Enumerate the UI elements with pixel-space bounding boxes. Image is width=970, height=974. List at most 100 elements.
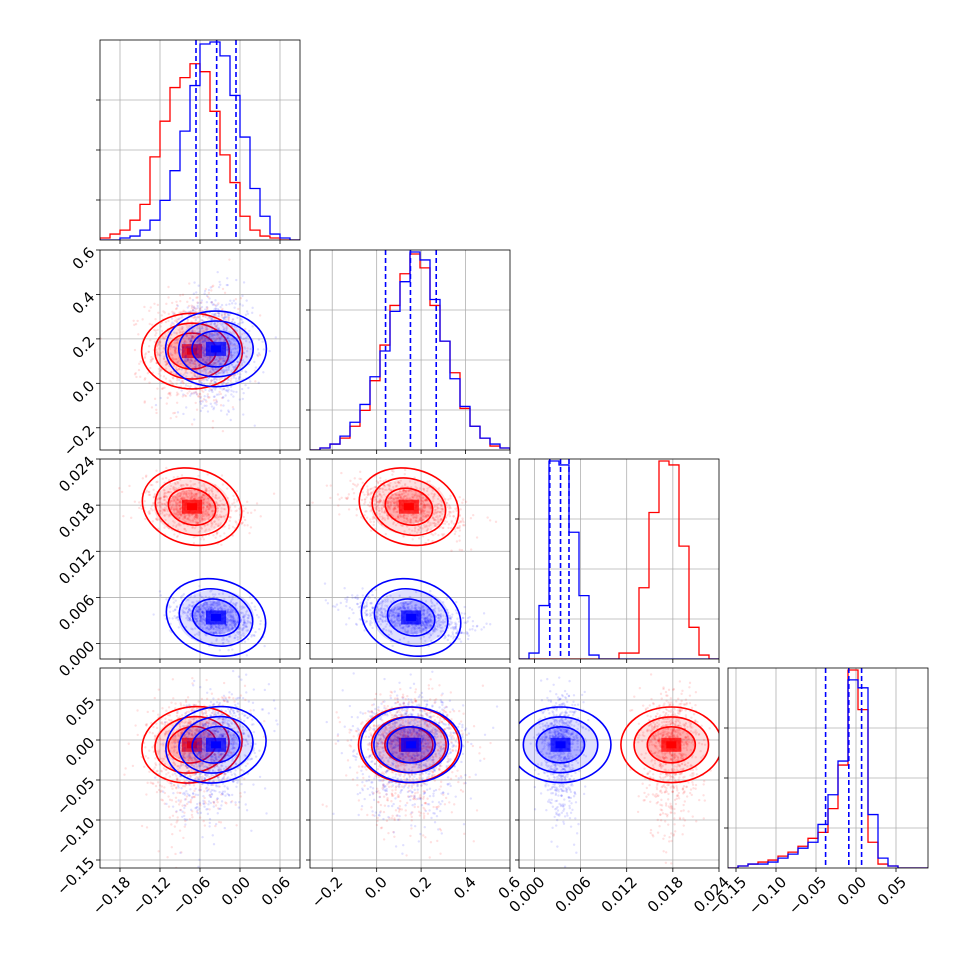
scatter-point	[254, 380, 256, 382]
scatter-point	[191, 305, 193, 307]
scatter-point	[219, 284, 221, 286]
scatter-point	[360, 516, 362, 518]
scatter-point	[365, 510, 367, 512]
scatter-point	[470, 517, 472, 519]
scatter-point	[195, 291, 197, 293]
scatter-panel-1-0	[99, 258, 277, 464]
scatter-point	[147, 372, 149, 374]
scatter-point	[223, 532, 225, 534]
scatter-point	[130, 517, 132, 519]
scatter-point	[245, 314, 247, 316]
scatter-point	[158, 373, 160, 375]
scatter-point	[193, 536, 195, 538]
scatter-point	[175, 308, 177, 310]
scatter-point	[432, 534, 434, 536]
scatter-point	[191, 376, 193, 378]
scatter-point	[235, 380, 237, 382]
scatter-point	[163, 614, 165, 616]
scatter-point	[201, 407, 203, 409]
scatter-point	[201, 376, 203, 378]
scatter-point	[456, 612, 458, 614]
scatter-point	[236, 490, 238, 492]
scatter-point	[156, 329, 158, 331]
scatter-point	[132, 320, 134, 322]
scatter-point	[157, 304, 159, 306]
scatter-point	[166, 402, 168, 404]
scatter-point	[137, 333, 139, 335]
scatter-point	[204, 316, 206, 318]
scatter-point	[456, 540, 458, 542]
scatter-point	[197, 302, 199, 304]
scatter-point	[466, 631, 468, 633]
scatter-point	[452, 510, 454, 512]
scatter-point	[152, 489, 154, 491]
scatter-point	[372, 524, 374, 526]
scatter-point	[459, 529, 461, 531]
scatter-point	[162, 387, 164, 389]
scatter-point	[254, 631, 256, 633]
scatter-point	[362, 482, 364, 484]
scatter-point	[153, 496, 155, 498]
scatter-point	[220, 410, 222, 412]
scatter-point	[210, 286, 212, 288]
scatter-point	[428, 480, 430, 482]
scatter-point	[239, 303, 241, 305]
scatter-point	[185, 375, 187, 377]
scatter-point	[189, 387, 191, 389]
scatter-point	[411, 538, 413, 540]
scatter-point	[206, 473, 208, 475]
scatter-point	[200, 302, 202, 304]
scatter-point	[221, 304, 223, 306]
scatter-point	[340, 472, 342, 474]
scatter-point	[143, 401, 145, 403]
scatter-point	[326, 484, 328, 486]
scatter-point	[172, 383, 174, 385]
scatter-point	[163, 356, 165, 358]
scatter-point	[186, 392, 188, 394]
scatter-point	[214, 299, 216, 301]
scatter-point	[190, 393, 192, 395]
scatter-point	[156, 462, 158, 464]
scatter-point	[448, 523, 450, 525]
scatter-point	[172, 617, 174, 619]
scatter-point	[228, 411, 230, 413]
scatter-point	[232, 390, 234, 392]
scatter-point	[236, 317, 238, 319]
scatter-point	[450, 521, 452, 523]
scatter-point	[486, 516, 488, 518]
scatter-point	[222, 404, 224, 406]
scatter-point	[218, 286, 220, 288]
scatter-point	[230, 377, 232, 379]
scatter-point	[234, 505, 236, 507]
scatter-point	[187, 306, 189, 308]
scatter-point	[362, 491, 364, 493]
scatter-point	[359, 602, 361, 604]
scatter-point	[188, 282, 190, 284]
scatter-point	[160, 594, 162, 596]
scatter-point	[219, 649, 221, 651]
scatter-point	[246, 310, 248, 312]
scatter-point	[156, 341, 158, 343]
scatter-point	[231, 648, 233, 650]
scatter-point	[161, 314, 163, 316]
scatter-point	[458, 535, 460, 537]
scatter-point	[169, 611, 171, 613]
scatter-point	[176, 339, 178, 341]
scatter-point	[260, 620, 262, 622]
scatter-point	[194, 375, 196, 377]
scatter-point	[459, 549, 461, 551]
scatter-point	[155, 404, 157, 406]
scatter-point	[175, 382, 177, 384]
scatter-point	[369, 624, 371, 626]
scatter-point	[248, 330, 250, 332]
scatter-point	[369, 488, 371, 490]
scatter-point	[185, 311, 187, 313]
scatter-point	[463, 524, 465, 526]
scatter-point	[180, 382, 182, 384]
scatter-point	[155, 470, 157, 472]
scatter-point	[427, 539, 429, 541]
scatter-point	[228, 319, 230, 321]
scatter-point	[175, 416, 177, 418]
